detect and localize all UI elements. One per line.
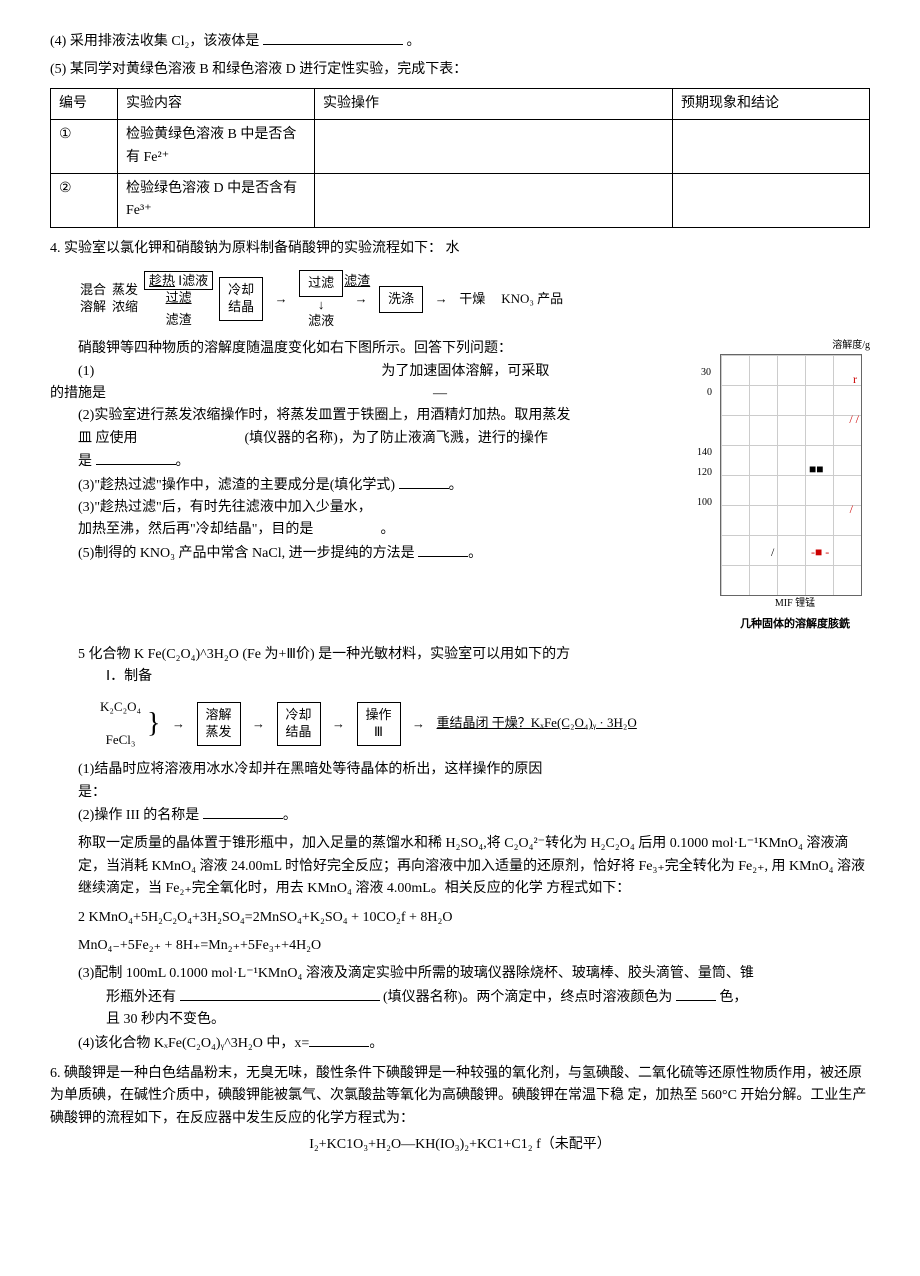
q3-item4: (4) 采用排液法收集 Cl₂，该液体是 。 — [50, 30, 870, 53]
blank[interactable] — [96, 450, 176, 465]
q5-sub1b: 是： — [78, 782, 870, 804]
flow-arrow-hotfilter: 趁热 Ⅰ滤液 过滤 滤渣 — [144, 271, 213, 328]
arrow-icon: → — [247, 714, 271, 735]
q4-sub2a: (2)实验室进行蒸发浓缩操作时，将蒸发皿置于铁圈上，用酒精灯加热。取用蒸发 — [78, 405, 708, 427]
arrow-icon: → — [327, 714, 351, 735]
table-row: ② 检验绿色溶液 D 中是否含有 Fe³⁺ — [51, 173, 870, 227]
arrow-icon: → — [167, 714, 191, 735]
flow-step-evap: 蒸发浓缩 — [112, 282, 138, 316]
arrow-icon: → — [429, 289, 453, 310]
q3-item5: (5) 某同学对黄绿色溶液 B 和绿色溶液 D 进行定性实验，完成下表： — [50, 59, 870, 81]
q5-sub4: (4)该化合物 KₓFe(C₂O₄)ᵧ^3H₂O 中，x=。 — [78, 1032, 870, 1055]
blank[interactable] — [676, 986, 716, 1001]
q5-sub3a: (3)配制 100mL 0.1000 mol·L⁻¹KMnO₄ 溶液及滴定实验中… — [78, 963, 870, 985]
q4-body-row: 硝酸钾等四种物质的溶解度随温度变化如右下图所示。回答下列问题： (1) 为了加速… — [50, 338, 870, 634]
q4-sub1: (1) 为了加速固体溶解，可采取 — [78, 361, 708, 383]
solubility-chart: 溶解度/g r / / ■■ / / -■ - 30 0 140 120 100… — [720, 338, 870, 634]
bracket-icon: } — [147, 702, 160, 747]
th-operation: 实验操作 — [315, 88, 673, 119]
flow-inputs: K₂C₂O₄FeCl₃ — [100, 699, 141, 750]
arrow-icon: → — [407, 714, 431, 735]
q5-flowchart: K₂C₂O₄FeCl₃ } → 溶解蒸发 → 冷却结晶 → 操作Ⅲ → 重结晶闭… — [100, 699, 870, 750]
q5-sub1a: (1)结晶时应将溶液用冰水冷却并在黑暗处等待晶体的析出，这样操作的原因 — [78, 759, 870, 781]
q5-sub2: (2)操作 III 的名称是 。 — [78, 804, 870, 827]
q5-intro: 5 化合物 K Fe(C₂O₄)^3H₂O (Fe 为+Ⅲ价) 是一种光敏材料，… — [78, 644, 870, 666]
flow-step-cool: 冷却结晶 — [219, 277, 263, 321]
q4-sub5: (5)制得的 KNO₃ 产品中常含 NaCl, 进一步提纯的方法是 。 — [78, 542, 708, 565]
flow-box-dissolve: 溶解蒸发 — [197, 702, 241, 746]
table-row: ① 检验黄绿色溶液 B 中是否含有 Fe²⁺ — [51, 120, 870, 174]
blank[interactable] — [418, 542, 468, 557]
q4-body-text: 硝酸钾等四种物质的溶解度随温度变化如右下图所示。回答下列问题： (1) 为了加速… — [50, 338, 708, 565]
blank[interactable] — [399, 474, 449, 489]
cell: ① — [51, 120, 118, 174]
q4-body1: 硝酸钾等四种物质的溶解度随温度变化如右下图所示。回答下列问题： — [78, 338, 708, 360]
blank[interactable] — [203, 804, 283, 819]
blank[interactable] — [180, 986, 380, 1001]
cell: ② — [51, 173, 118, 227]
chart-caption: 几种固体的溶解度胲銑 — [720, 616, 870, 634]
cell: 检验黄绿色溶液 B 中是否含有 Fe²⁺ — [118, 120, 315, 174]
cell-blank[interactable] — [315, 120, 673, 174]
arrow-icon: → — [269, 289, 293, 310]
th-num: 编号 — [51, 88, 118, 119]
flow-step-filter2: 过滤 滤渣 ↓ 滤液 — [299, 270, 343, 328]
q4-sub1c: 的措施是 — — [50, 383, 708, 405]
flow-step-wash: 洗涤 — [379, 286, 423, 313]
q4-intro: 4. 实验室以氯化钾和硝酸钠为原料制备硝酸钾的实验流程如下： 水 — [50, 238, 870, 260]
experiment-table: 编号 实验内容 实验操作 预期现象和结论 ① 检验黄绿色溶液 B 中是否含有 F… — [50, 88, 870, 228]
q4-sub3a: (3)"趁热过滤"操作中，滤渣的主要成分是(填化学式) 。 — [78, 474, 708, 497]
chart-xcaption: MIF 锂锰 — [720, 596, 870, 612]
q5-sub3b: 形瓶外还有 (填仪器名称)。两个滴定中，终点时溶液颜色为 色， — [106, 986, 870, 1009]
th-content: 实验内容 — [118, 88, 315, 119]
q5-part1-label: Ⅰ．制备 — [106, 666, 870, 688]
q5-sub3e: 且 30 秒内不变色。 — [106, 1009, 870, 1031]
q5-eq2: MnO₄₋+5Fe₂₊ + 8H₊=Mn₂₊+5Fe₃₊+4H₂O — [78, 935, 870, 957]
th-result: 预期现象和结论 — [673, 88, 870, 119]
q3-item4-text: (4) 采用排液法收集 Cl₂，该液体是 — [50, 34, 263, 49]
q4-flowchart: 混合溶解 蒸发浓缩 趁热 Ⅰ滤液 过滤 滤渣 冷却结晶 → 过滤 滤渣 ↓ 滤液… — [80, 270, 870, 328]
cell-blank[interactable] — [673, 120, 870, 174]
q6-para: 6. 碘酸钾是一种白色结晶粉末，无臭无味，酸性条件下碘酸钾是一种较强的氧化剂，与… — [50, 1063, 870, 1130]
q4-sub3c: 加热至沸，然后再"冷却结晶"，目的是 。 — [78, 519, 708, 541]
q3-item4-blank[interactable] — [263, 30, 403, 45]
q3-item4-end: 。 — [406, 34, 420, 49]
q4-sub2b: 皿 应使用 (填仪器的名称)，为了防止液滴飞溅，进行的操作 — [78, 428, 708, 450]
q5-eq1: 2 KMnO₄+5H₂C₂O₄+3H₂SO₄=2MnSO₄+K₂SO₄ + 10… — [78, 907, 870, 929]
q4-sub2d: 是 。 — [78, 450, 708, 473]
flow-step-mix: 混合溶解 — [80, 282, 106, 316]
flow-box-cool: 冷却结晶 — [277, 702, 321, 746]
flow-box-op3: 操作Ⅲ — [357, 702, 401, 746]
flow-step-dry: 干燥 — [459, 291, 485, 308]
cell: 检验绿色溶液 D 中是否含有 Fe³⁺ — [118, 173, 315, 227]
chart-ylabel: 溶解度/g — [720, 338, 870, 354]
q5-para: 称取一定质量的晶体置于锥形瓶中，加入足量的蒸馏水和稀 H₂SO₄,将 C₂O₄²… — [78, 833, 870, 900]
q4-sub3b: (3)"趁热过滤"后，有时先往滤液中加入少量水， — [78, 497, 708, 519]
chart-grid: r / / ■■ / / -■ - 30 0 140 120 100 — [720, 354, 862, 596]
flow-product: KNO₃ 产品 — [501, 291, 563, 308]
cell-blank[interactable] — [315, 173, 673, 227]
blank[interactable] — [309, 1032, 369, 1047]
flow-output: 重结晶闭 干燥？KₓFe(C₂O₄)ᵧ · 3H₂O — [437, 715, 637, 732]
arrow-icon: → — [349, 289, 373, 310]
cell-blank[interactable] — [673, 173, 870, 227]
q6-eq: I₂+KC1O₃+H₂O—KH(IO₃)₂+KC1+C1₂ f（未配平） — [50, 1134, 870, 1156]
table-header-row: 编号 实验内容 实验操作 预期现象和结论 — [51, 88, 870, 119]
